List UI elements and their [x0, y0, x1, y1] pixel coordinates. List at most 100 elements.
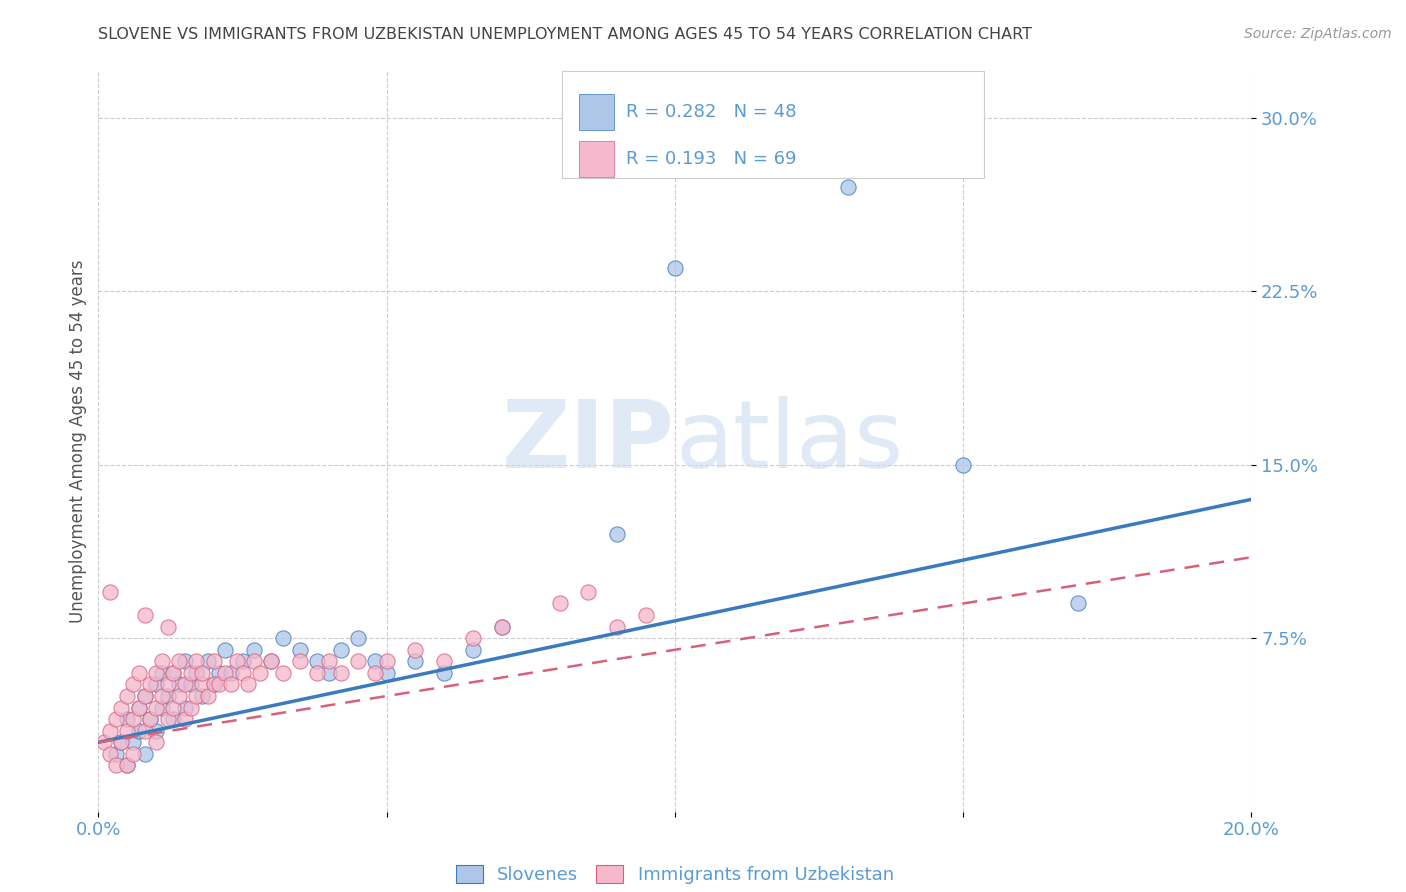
Point	[145, 665, 167, 680]
Point	[122, 735, 145, 749]
Y-axis label: Unemployment Among Ages 45 to 54 years: Unemployment Among Ages 45 to 54 years	[69, 260, 87, 624]
Point	[180, 677, 202, 691]
Point	[952, 458, 974, 472]
Point	[1067, 597, 1090, 611]
Point	[433, 665, 456, 680]
Point	[139, 712, 162, 726]
Point	[243, 654, 266, 668]
Point	[156, 677, 179, 691]
Text: R = 0.193   N = 69: R = 0.193 N = 69	[626, 150, 796, 168]
Point	[117, 712, 138, 726]
Point	[260, 654, 283, 668]
Point	[110, 735, 132, 749]
Point	[162, 712, 184, 726]
Point	[150, 700, 173, 714]
Point	[134, 608, 156, 623]
Point	[346, 631, 368, 645]
Point	[405, 654, 427, 668]
Point	[219, 665, 242, 680]
Point	[110, 735, 132, 749]
Point	[249, 665, 271, 680]
Point	[128, 665, 150, 680]
Point	[162, 665, 184, 680]
Point	[104, 712, 127, 726]
Point	[606, 619, 628, 633]
Text: atlas: atlas	[675, 395, 903, 488]
Point	[167, 654, 190, 668]
Point	[191, 677, 214, 691]
Point	[186, 689, 208, 703]
Point	[318, 665, 340, 680]
Legend: Slovenes, Immigrants from Uzbekistan: Slovenes, Immigrants from Uzbekistan	[449, 858, 901, 891]
Point	[162, 700, 184, 714]
Point	[117, 689, 138, 703]
Point	[271, 665, 294, 680]
Point	[307, 654, 329, 668]
Point	[375, 665, 398, 680]
Point	[128, 723, 150, 738]
Point	[122, 677, 145, 691]
Text: R = 0.282   N = 48: R = 0.282 N = 48	[626, 103, 796, 121]
Point	[837, 180, 859, 194]
Point	[208, 677, 231, 691]
Point	[606, 527, 628, 541]
Point	[98, 585, 121, 599]
Point	[167, 677, 190, 691]
Point	[122, 712, 145, 726]
Point	[150, 689, 173, 703]
Point	[180, 700, 202, 714]
Point	[191, 689, 214, 703]
Point	[364, 654, 387, 668]
Point	[329, 665, 352, 680]
Point	[186, 654, 208, 668]
Point	[202, 677, 225, 691]
Point	[290, 642, 312, 657]
Point	[145, 677, 167, 691]
Point	[139, 712, 162, 726]
Point	[167, 689, 190, 703]
Point	[461, 642, 484, 657]
Point	[156, 619, 179, 633]
Text: Source: ZipAtlas.com: Source: ZipAtlas.com	[1244, 27, 1392, 41]
Point	[243, 642, 266, 657]
Point	[134, 723, 156, 738]
Point	[134, 689, 156, 703]
Text: ZIP: ZIP	[502, 395, 675, 488]
Point	[405, 642, 427, 657]
Point	[174, 712, 197, 726]
Point	[214, 642, 236, 657]
Point	[145, 723, 167, 738]
Point	[150, 654, 173, 668]
Point	[117, 723, 138, 738]
Point	[260, 654, 283, 668]
Point	[174, 700, 197, 714]
Point	[636, 608, 658, 623]
Point	[219, 677, 242, 691]
Point	[578, 585, 600, 599]
Point	[191, 665, 214, 680]
Point	[98, 747, 121, 761]
Point	[139, 677, 162, 691]
Point	[128, 700, 150, 714]
Point	[202, 677, 225, 691]
Point	[307, 665, 329, 680]
Point	[145, 735, 167, 749]
Point	[134, 689, 156, 703]
Point	[238, 677, 260, 691]
Point	[156, 712, 179, 726]
Point	[197, 654, 219, 668]
Point	[364, 665, 387, 680]
Point	[150, 665, 173, 680]
Point	[346, 654, 368, 668]
Point	[548, 597, 571, 611]
Point	[93, 735, 115, 749]
Point	[664, 260, 686, 275]
Text: SLOVENE VS IMMIGRANTS FROM UZBEKISTAN UNEMPLOYMENT AMONG AGES 45 TO 54 YEARS COR: SLOVENE VS IMMIGRANTS FROM UZBEKISTAN UN…	[98, 27, 1032, 42]
Point	[491, 619, 513, 633]
Point	[197, 689, 219, 703]
Point	[461, 631, 484, 645]
Point	[225, 654, 247, 668]
Point	[271, 631, 294, 645]
Point	[145, 700, 167, 714]
Point	[491, 619, 513, 633]
